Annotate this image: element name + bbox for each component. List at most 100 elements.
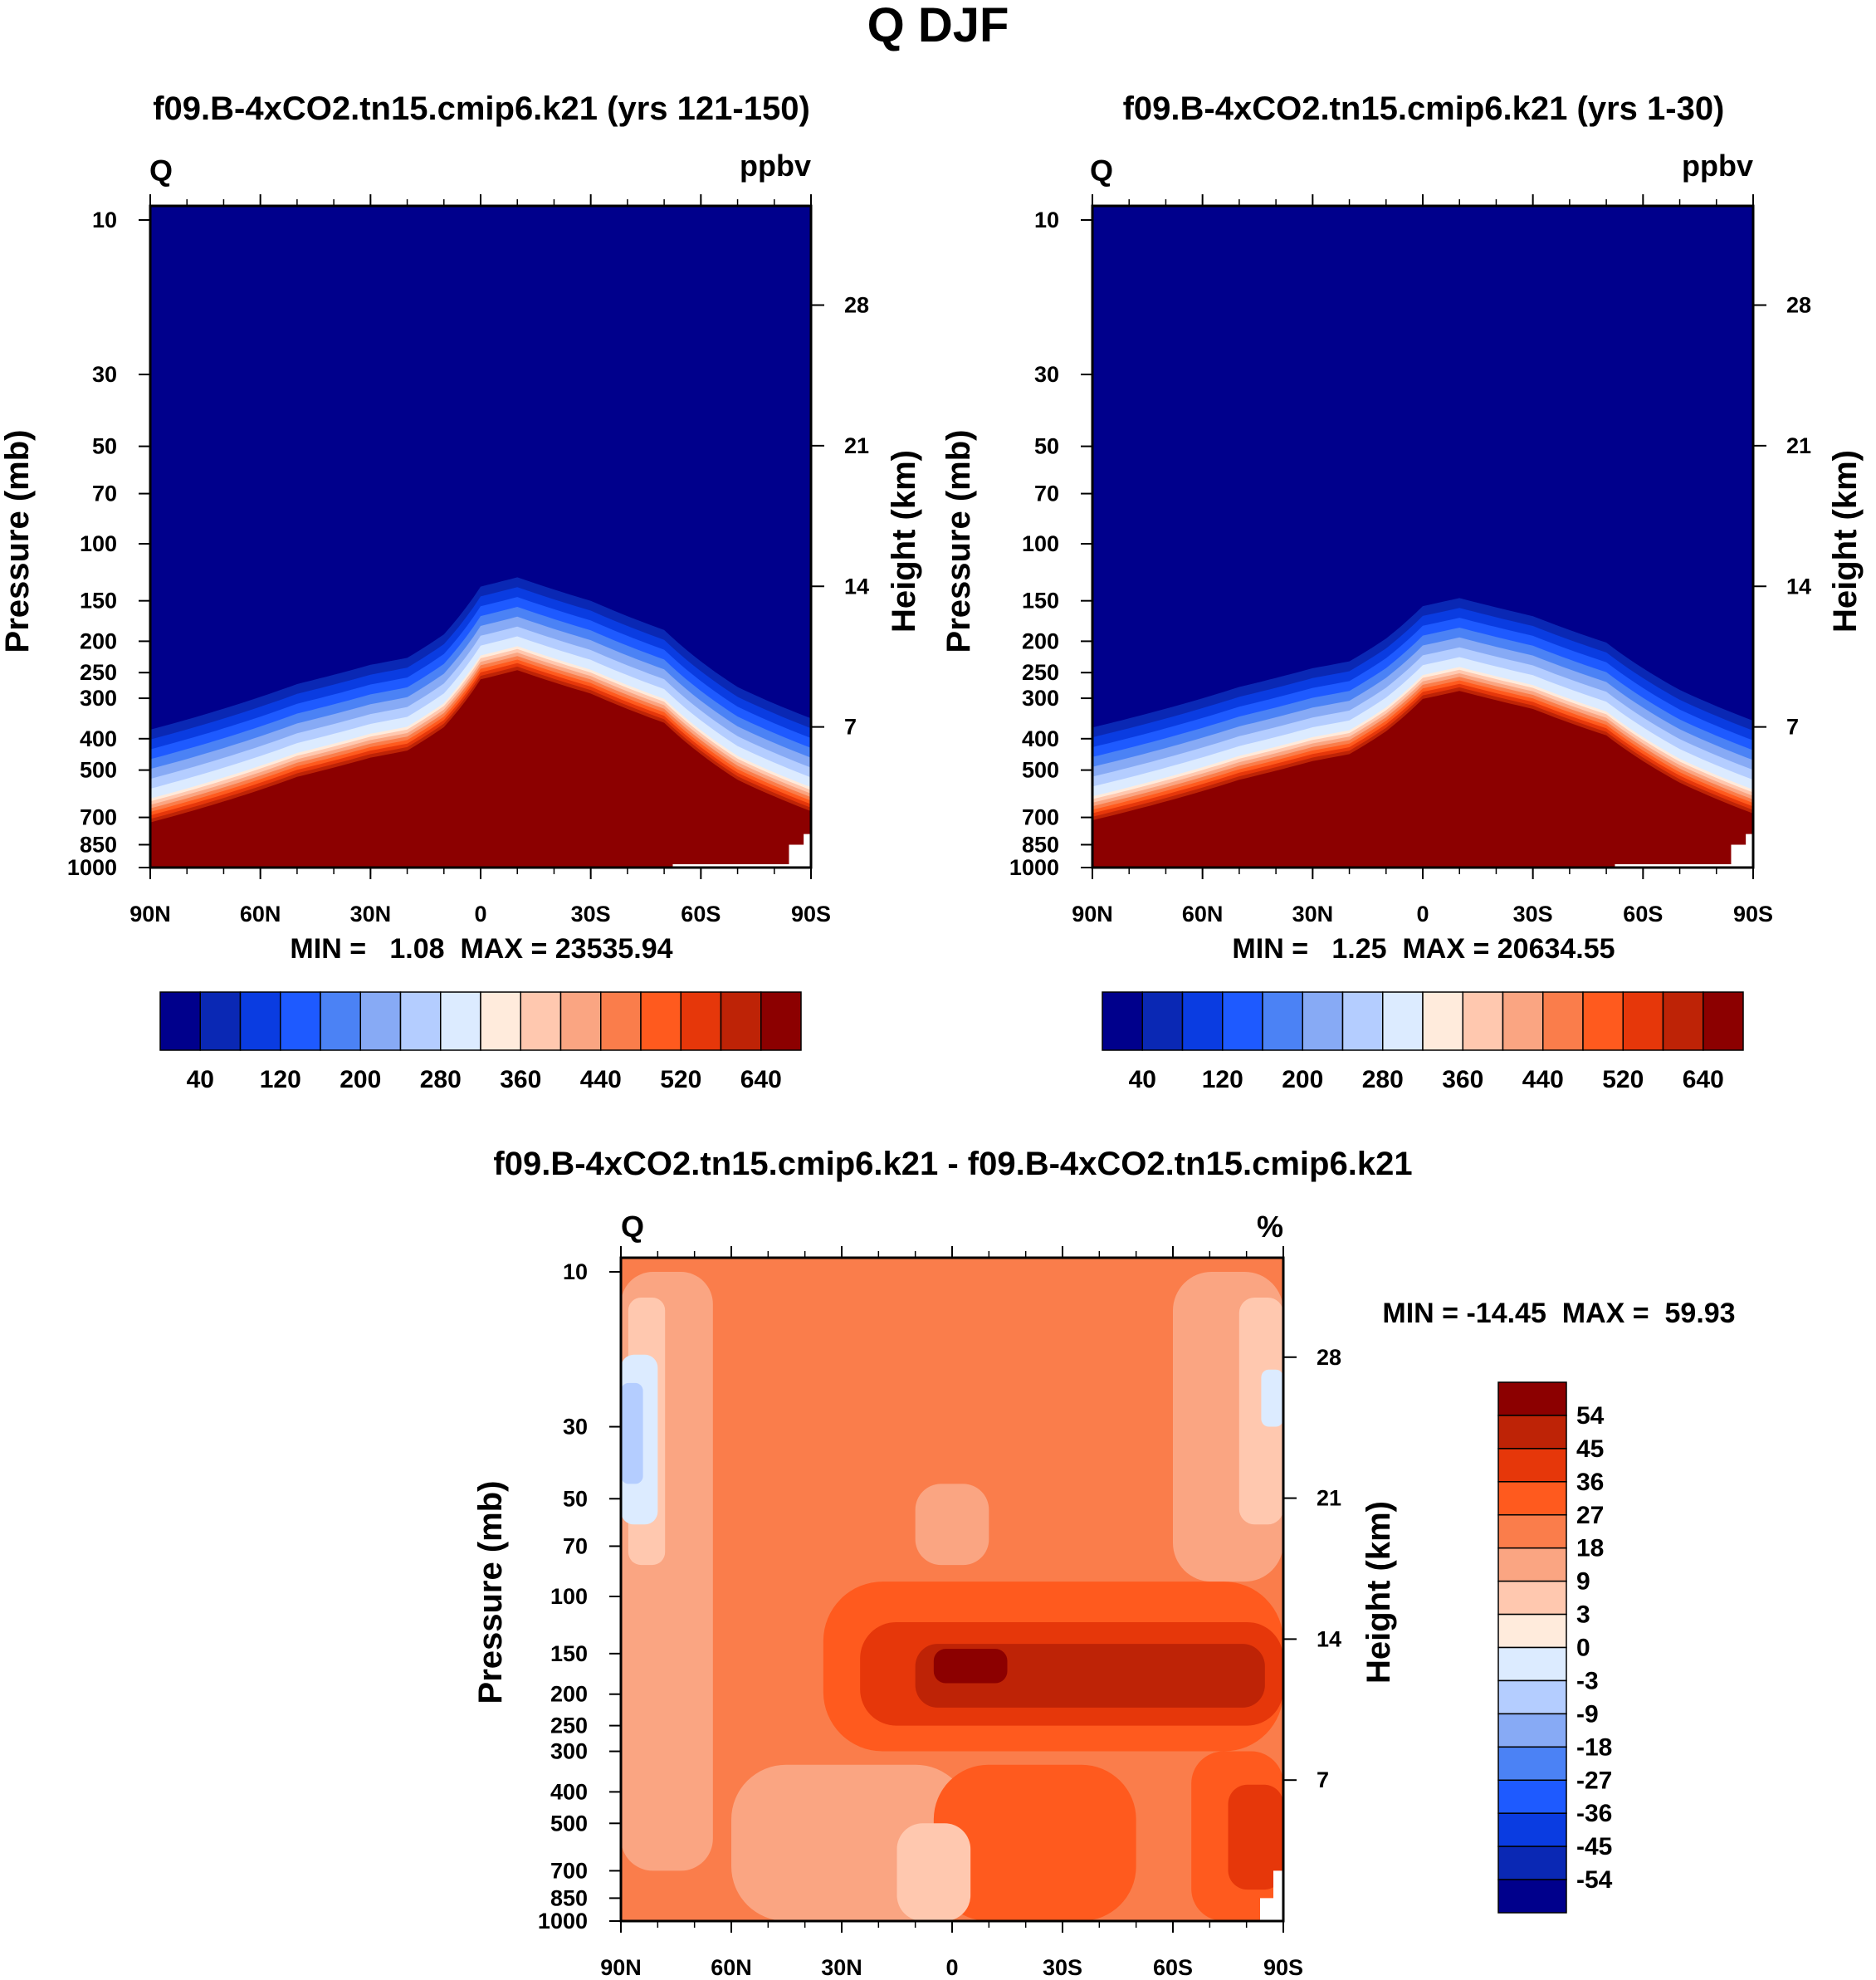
colorbar-box (480, 991, 521, 1051)
colorbar-box (1497, 1746, 1567, 1781)
colorbar-label: 120 (260, 1066, 301, 1093)
colorbar-box (1462, 991, 1504, 1051)
colorbar-box (1497, 1679, 1567, 1715)
colorbar-box (1102, 991, 1143, 1051)
y-tick-label: 400 (550, 1779, 588, 1804)
y-tick-label: 100 (80, 531, 117, 556)
y-tick-label: 200 (80, 628, 117, 653)
colorbar-box (1497, 1381, 1567, 1416)
y-tick-label: 50 (1034, 434, 1059, 459)
height-tick-label: 21 (1317, 1486, 1341, 1511)
y-tick-label: 1000 (538, 1909, 588, 1934)
height-tick-label: 28 (844, 293, 869, 318)
plot-axes: 1030507010015020025030040050070085010007… (67, 194, 869, 926)
figure-title: Q DJF (867, 0, 1009, 52)
contour-region (1228, 1784, 1283, 1890)
colorbar-box (1497, 1415, 1567, 1450)
colorbar-box (1497, 1547, 1567, 1582)
colorbar-box (1497, 1879, 1567, 1914)
min-max-stats: MIN = -14.45 MAX = 59.93 (1382, 1298, 1735, 1329)
y-tick-label: 400 (1022, 726, 1059, 751)
field-label: Q (1090, 154, 1113, 188)
contour-region (1261, 1369, 1283, 1427)
y-tick-label: 500 (550, 1811, 588, 1836)
colorbar-box (399, 991, 442, 1051)
colorbar-box (1382, 991, 1424, 1051)
colorbar-box (159, 991, 201, 1051)
filled-contour-field (621, 1258, 1283, 1921)
plot-axes: 1030507010015020025030040050070085010007… (1009, 194, 1811, 926)
y-tick-label: 400 (80, 726, 117, 751)
colorbar-label: -18 (1576, 1733, 1612, 1761)
height-tick-label: 21 (844, 433, 869, 458)
colorbar-label: 360 (1442, 1066, 1483, 1093)
y-axis-title: Pressure (mb) (0, 430, 36, 653)
y-axis-right-title: Height (km) (1361, 1501, 1397, 1684)
y-tick-label: 200 (550, 1682, 588, 1707)
x-tick-label: 90S (1733, 902, 1773, 926)
colorbar-box (320, 991, 361, 1051)
colorbar-label: 280 (420, 1066, 462, 1093)
height-tick-label: 14 (1786, 574, 1811, 599)
y-tick-label: 50 (563, 1486, 588, 1511)
colorbar-label: 200 (340, 1066, 381, 1093)
x-tick-label: 60S (1623, 902, 1663, 926)
x-tick-label: 30N (821, 1955, 862, 1980)
panel-title: f09.B-4xCO2.tn15.cmip6.k21 (yrs 1-30) (1123, 90, 1725, 127)
x-tick-label: 90S (1263, 1955, 1303, 1980)
colorbar-box (600, 991, 642, 1051)
x-tick-label: 30N (350, 902, 392, 926)
height-tick-label: 14 (1317, 1626, 1341, 1651)
filled-contour-field (150, 206, 811, 868)
colorbar-label: 54 (1576, 1402, 1605, 1430)
y-tick-label: 200 (1022, 628, 1059, 653)
y-tick-label: 500 (80, 758, 117, 783)
height-tick-label: 14 (844, 574, 869, 599)
x-tick-label: 60N (711, 1955, 752, 1980)
x-tick-label: 90N (1072, 902, 1113, 926)
y-axis-title: Pressure (mb) (472, 1481, 509, 1704)
y-tick-label: 100 (1022, 531, 1059, 556)
colorbar-label: 40 (1129, 1066, 1156, 1093)
y-tick-label: 100 (550, 1584, 588, 1609)
field-label: Q (621, 1210, 644, 1244)
field-label: Q (149, 154, 173, 188)
x-tick-label: 90N (600, 1955, 642, 1980)
colorbar-label: -27 (1576, 1767, 1612, 1794)
colorbar-box (199, 991, 242, 1051)
colorbar-box (1582, 991, 1624, 1051)
y-tick-label: 70 (563, 1533, 588, 1558)
colorbar-box (1497, 1514, 1567, 1549)
colorbar-label: 640 (1683, 1066, 1724, 1093)
contour-region (933, 1764, 1136, 1921)
y-tick-label: 30 (563, 1415, 588, 1440)
colorbar-label: 440 (580, 1066, 622, 1093)
colorbar-label: 3 (1576, 1601, 1590, 1629)
min-max-stats: MIN = 1.08 MAX = 23535.94 (290, 933, 672, 965)
colorbar-label: 0 (1576, 1635, 1590, 1662)
colorbar-label: -54 (1576, 1866, 1613, 1894)
height-tick-label: 7 (1317, 1767, 1329, 1792)
x-tick-label: 30S (1043, 1955, 1082, 1980)
x-tick-label: 0 (1416, 902, 1429, 926)
units-label: ppbv (1682, 149, 1753, 183)
y-tick-label: 30 (1034, 362, 1059, 387)
colorbar-box (440, 991, 481, 1051)
contour-region (896, 1823, 971, 1921)
colorbar-box (1222, 991, 1263, 1051)
y-tick-label: 1000 (67, 855, 117, 880)
y-tick-label: 70 (1034, 482, 1059, 506)
colorbar-label: 360 (500, 1066, 541, 1093)
y-tick-label: 700 (550, 1858, 588, 1883)
colorbar-box (1341, 991, 1384, 1051)
height-tick-label: 7 (844, 715, 857, 740)
colorbar: 40 120 200 280 360 440 520 640 (1102, 991, 1744, 1093)
colorbar-box (520, 991, 562, 1051)
panel-top-right: f09.B-4xCO2.tn15.cmip6.k21 (yrs 1-30) Q … (940, 90, 1864, 1093)
x-tick-label: 90S (791, 902, 831, 926)
colorbar-label: 36 (1576, 1469, 1604, 1496)
colorbar-box (1497, 1812, 1567, 1847)
colorbar-box (1497, 1448, 1567, 1483)
contour-region (621, 1382, 643, 1484)
